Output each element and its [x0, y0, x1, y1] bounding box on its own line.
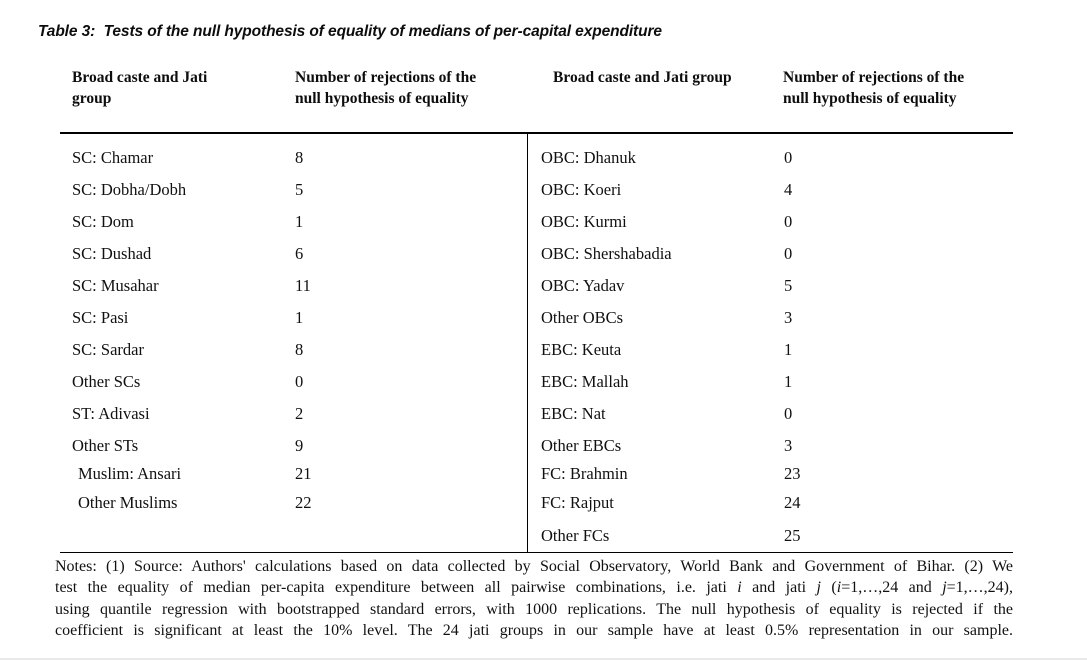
- table-row: SC: Musahar 11: [60, 270, 527, 302]
- note-line: coefficient is significant at least the …: [55, 622, 1013, 640]
- group-cell: Other EBCs: [541, 436, 622, 455]
- group-cell: ST: Adivasi: [72, 404, 150, 423]
- table-right-half: OBC: Dhanuk 0 OBC: Koeri 4 OBC: Kurmi 0 OBC: S…: [527, 134, 1013, 552]
- table-body: SC: Chamar 8 SC: Dobha/Dobh 5 SC: Dom 1 SC: Du…: [60, 134, 1013, 553]
- group-cell: EBC: Mallah: [541, 372, 629, 391]
- group-cell: SC: Pasi: [72, 308, 129, 327]
- table-notes: Notes: (1) Source: Authors' calculations…: [55, 556, 1013, 642]
- column-header-rejections-left: Number of rejections of the null hypothe…: [295, 69, 477, 107]
- rejections-cell: 5: [295, 180, 304, 199]
- bottom-edge-line: [0, 658, 1087, 660]
- rejections-cell: 6: [295, 244, 304, 263]
- group-cell: SC: Dushad: [72, 244, 152, 263]
- group-cell: OBC: Dhanuk: [541, 148, 636, 167]
- rejections-cell: 9: [295, 436, 304, 455]
- rejections-cell: 2: [295, 404, 304, 423]
- rejections-cell: 5: [784, 276, 793, 295]
- table-row: Other OBCs 3: [528, 302, 1013, 334]
- group-cell: FC: Brahmin: [541, 464, 628, 483]
- table-row: EBC: Mallah 1: [528, 366, 1013, 398]
- rejections-cell: 1: [295, 308, 304, 327]
- rejections-cell: 24: [784, 492, 801, 512]
- table-row: SC: Chamar 8: [60, 142, 527, 174]
- table-row: SC: Pasi 1: [60, 302, 527, 334]
- rejections-cell: 8: [295, 340, 304, 359]
- rejections-cell: 21: [295, 464, 312, 483]
- group-cell: EBC: Nat: [541, 404, 606, 423]
- rejections-cell: 8: [295, 148, 304, 167]
- group-cell: FC: Rajput: [541, 492, 614, 512]
- table-row: Muslim: Ansari 21: [60, 462, 527, 486]
- rejections-cell: 0: [784, 404, 793, 423]
- group-cell: SC: Dobha/Dobh: [72, 180, 187, 199]
- note-line: test the equality of median per-capita e…: [55, 579, 1014, 597]
- group-cell: SC: Dom: [72, 212, 134, 231]
- table-row: Other Muslims 22: [60, 486, 527, 519]
- table-row: Other STs 9: [60, 430, 527, 462]
- rejections-cell: 1: [295, 212, 304, 231]
- group-cell: SC: Musahar: [72, 276, 159, 295]
- group-cell: OBC: Yadav: [541, 276, 625, 295]
- rejections-cell: 25: [784, 525, 801, 545]
- table-row: Other FCs 25: [528, 519, 1013, 552]
- table-row: SC: Dushad 6: [60, 238, 527, 270]
- rejections-cell: 0: [784, 244, 793, 263]
- note-line: using quantile regression with bootstrap…: [55, 600, 1013, 618]
- rejections-cell: 3: [784, 436, 793, 455]
- rejections-cell: 11: [295, 276, 311, 295]
- column-header-group-left: Broad caste and Jati group: [72, 69, 208, 107]
- table-row: ST: Adivasi 2: [60, 398, 527, 430]
- group-cell: OBC: Kurmi: [541, 212, 627, 231]
- rejections-cell: 23: [784, 464, 801, 483]
- table-row: EBC: Keuta 1: [528, 334, 1013, 366]
- data-table: Broad caste and Jati group Number of rej…: [60, 62, 1013, 553]
- group-cell: OBC: Koeri: [541, 180, 622, 199]
- group-cell: Other STs: [72, 436, 139, 455]
- group-cell: Muslim: Ansari: [78, 464, 182, 483]
- table-left-half: SC: Chamar 8 SC: Dobha/Dobh 5 SC: Dom 1 SC: Du…: [60, 134, 527, 552]
- table-row: FC: Rajput 24: [528, 486, 1013, 519]
- table-row: Other SCs 0: [60, 366, 527, 398]
- column-header-group-right: Broad caste and Jati group: [553, 69, 732, 86]
- table-title: Table 3: Tests of the null hypothesis of…: [38, 23, 662, 40]
- rejections-cell: 3: [784, 308, 793, 327]
- group-cell: SC: Chamar: [72, 148, 154, 167]
- table-row: OBC: Dhanuk 0: [528, 142, 1013, 174]
- table-row: SC: Sardar 8: [60, 334, 527, 366]
- table-row: Other EBCs 3: [528, 430, 1013, 462]
- column-header-rejections-right: Number of rejections of the null hypothe…: [783, 69, 965, 107]
- group-cell: Other OBCs: [541, 308, 624, 327]
- rejections-cell: 0: [295, 372, 304, 391]
- table-row: SC: Dom 1: [60, 206, 527, 238]
- table-row: OBC: Shershabadia 0: [528, 238, 1013, 270]
- group-cell: EBC: Keuta: [541, 340, 622, 359]
- table-row: OBC: Kurmi 0: [528, 206, 1013, 238]
- rejections-cell: 0: [784, 148, 793, 167]
- table-row: OBC: Yadav 5: [528, 270, 1013, 302]
- group-cell: SC: Sardar: [72, 340, 144, 359]
- table-row: EBC: Nat 0: [528, 398, 1013, 430]
- rejections-cell: 0: [784, 212, 793, 231]
- rejections-cell: 4: [784, 180, 793, 199]
- rejections-cell: 22: [295, 492, 312, 512]
- table-row: SC: Dobha/Dobh 5: [60, 174, 527, 206]
- group-cell: Other FCs: [541, 525, 610, 545]
- note-line: Notes: (1) Source: Authors' calculations…: [55, 558, 1013, 575]
- group-cell: Other SCs: [72, 372, 141, 391]
- rejections-cell: 1: [784, 372, 793, 391]
- rejections-cell: 1: [784, 340, 793, 359]
- group-cell: OBC: Shershabadia: [541, 244, 672, 263]
- table-header-row: Broad caste and Jati group Number of rej…: [60, 62, 1013, 134]
- table-row: FC: Brahmin 23: [528, 462, 1013, 486]
- table-row: OBC: Koeri 4: [528, 174, 1013, 206]
- group-cell: Other Muslims: [78, 492, 178, 512]
